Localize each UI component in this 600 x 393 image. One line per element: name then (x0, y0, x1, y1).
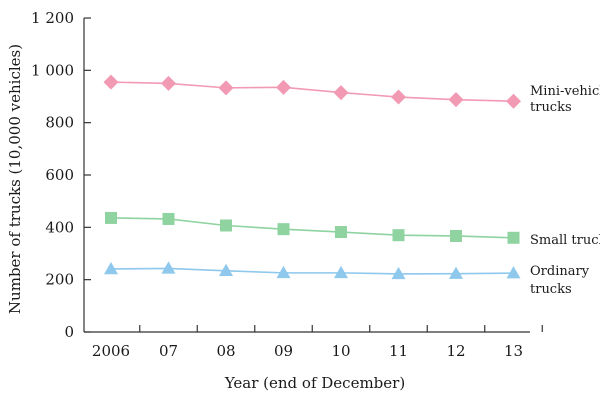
triangle-marker (449, 266, 463, 279)
series-label: trucks (530, 282, 572, 297)
x-tick-label: 07 (159, 342, 178, 360)
triangle-marker (334, 265, 348, 279)
x-tick-label: 13 (504, 342, 523, 360)
diamond-marker (161, 75, 176, 91)
x-axis-label: Year (end of December) (224, 374, 405, 392)
square-marker (335, 226, 347, 239)
square-marker (450, 229, 462, 242)
triangle-marker (161, 261, 176, 274)
square-marker (507, 231, 520, 244)
series-diamond (103, 74, 521, 109)
axes: 0 200 400 600 800 1 000 1 200 2006 07 08 09 10 11 12 1… (31, 9, 543, 360)
triangle-marker (506, 266, 521, 279)
series-label: Mini-vehicle (530, 84, 600, 99)
diamond-marker (276, 79, 291, 95)
series-label: Small trucks (530, 233, 600, 248)
diamond-marker (506, 93, 521, 109)
x-tick-label: 09 (274, 342, 293, 360)
series-label: trucks (530, 100, 572, 115)
y-tick-label: 800 (45, 114, 74, 132)
y-tick-label: 600 (45, 166, 74, 184)
y-tick-label: 0 (64, 323, 74, 341)
x-tick-label: 08 (216, 342, 235, 360)
series-line (110, 267, 514, 275)
y-tick-label: 1 000 (31, 61, 74, 79)
diamond-marker (218, 80, 234, 96)
series-line (110, 217, 514, 239)
diamond-marker (448, 92, 464, 108)
square-marker (162, 212, 175, 225)
y-axis-label: Number of trucks (10,000 vehicles) (6, 44, 24, 314)
triangle-marker (391, 266, 406, 280)
x-tick-label: 11 (389, 342, 408, 360)
diamond-marker (103, 74, 119, 90)
y-tick-label: 1 200 (31, 9, 74, 27)
triangle-marker (219, 263, 233, 277)
square-marker (277, 223, 290, 236)
diamond-marker (333, 85, 349, 101)
y-tick-label: 200 (45, 271, 74, 289)
diamond-marker (391, 89, 406, 105)
square-marker (392, 229, 405, 242)
series-triangle (104, 261, 521, 280)
x-tick-label: 2006 (92, 342, 130, 360)
triangle-marker (104, 261, 118, 275)
square-marker (220, 219, 232, 232)
series-layer (103, 74, 521, 280)
x-tick-label: 12 (446, 342, 465, 360)
square-marker (105, 211, 117, 224)
x-tick-label: 10 (331, 342, 350, 360)
triangle-marker (276, 265, 291, 279)
labels-layer: Year (end of December) Number of trucks … (6, 44, 600, 392)
series-label: Ordinary (530, 264, 590, 279)
series-square (105, 211, 520, 244)
series-line (110, 81, 514, 103)
y-tick-label: 400 (45, 218, 74, 236)
